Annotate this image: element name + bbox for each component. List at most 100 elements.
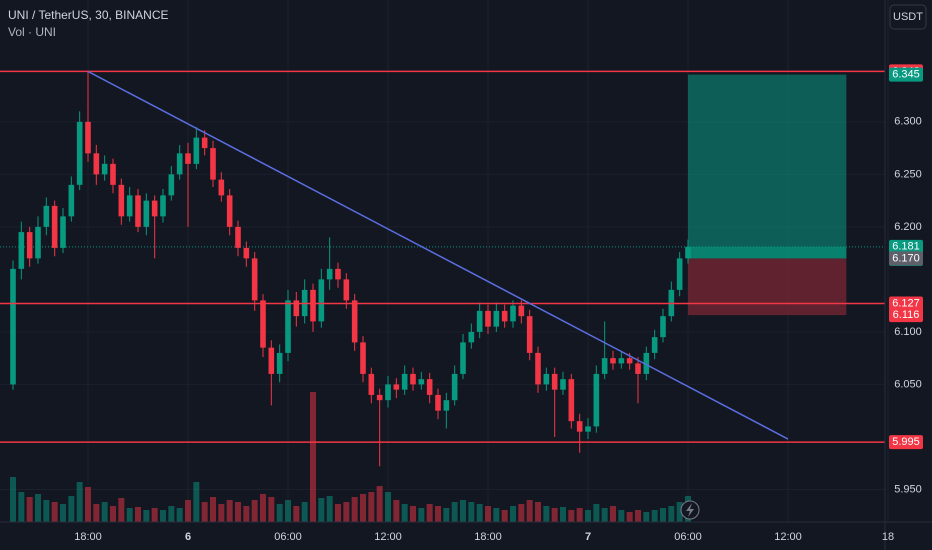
volume-bar <box>668 506 675 522</box>
volume-bar <box>618 510 625 522</box>
volume-bar <box>343 502 350 522</box>
candle-body <box>126 195 133 217</box>
candle-body <box>410 373 416 385</box>
candle-body <box>493 310 500 327</box>
candle-body <box>568 379 575 422</box>
volume-bar <box>293 506 300 522</box>
volume-bar <box>176 508 183 522</box>
volume-bar <box>226 500 233 522</box>
volume-bar <box>110 506 116 522</box>
volume-bar <box>18 492 25 522</box>
candle-body <box>593 373 600 427</box>
candle-body <box>635 363 641 374</box>
x-tick-label: 06:00 <box>274 531 302 543</box>
volume-bar <box>76 482 83 522</box>
candle-body <box>443 400 450 411</box>
currency-label[interactable]: USDT <box>893 11 923 23</box>
volume-bar <box>243 506 250 522</box>
plot-area <box>0 70 885 522</box>
candle-body <box>543 373 550 385</box>
candle-body <box>551 373 558 390</box>
candle-body <box>618 358 625 364</box>
volume-bar <box>10 477 16 522</box>
x-tick-label: 18:00 <box>474 531 502 543</box>
volume-bar <box>201 502 208 522</box>
volume-label: Vol · UNI <box>8 25 56 39</box>
volume-bar <box>68 496 75 522</box>
candle-body <box>401 373 408 390</box>
volume-bar <box>476 504 483 522</box>
volume-bar <box>510 506 516 522</box>
candle-body <box>193 137 200 164</box>
candle-body <box>10 268 16 385</box>
volume-bar <box>368 492 375 522</box>
chart-title: UNI / TetherUS, 30, BINANCE <box>8 8 169 22</box>
volume-bar <box>543 506 550 522</box>
volume-bar <box>285 500 291 522</box>
candle-body <box>285 300 291 353</box>
trend-line <box>87 70 789 440</box>
volume-bar <box>135 507 141 522</box>
candle-body <box>185 153 191 164</box>
volume-bar <box>468 502 475 522</box>
candle-body <box>651 337 658 353</box>
position-profit-zone <box>688 74 847 259</box>
volume-bar <box>576 508 583 522</box>
candle-body <box>451 373 458 401</box>
volume-bar <box>93 504 100 522</box>
candle-body <box>85 121 91 154</box>
x-tick-label: 6 <box>185 531 191 543</box>
candle-body <box>460 342 466 374</box>
volume-bar <box>360 494 366 522</box>
volume-bar <box>43 500 50 522</box>
volume-bar <box>451 502 458 522</box>
candle-body <box>251 258 258 301</box>
x-tick-label: 18 <box>882 531 894 543</box>
entry-label-box <box>889 251 923 266</box>
candle-body <box>468 331 475 343</box>
candle-body <box>585 426 591 432</box>
volume-bar <box>493 508 500 522</box>
target-label-box <box>889 67 923 82</box>
candle-body <box>18 232 25 269</box>
volume-bar <box>260 494 266 522</box>
volume-bar <box>393 500 400 522</box>
candle-body <box>176 153 183 175</box>
candle-body <box>160 195 166 217</box>
volume-bar <box>326 496 333 522</box>
target-label: 6.345 <box>892 68 920 80</box>
volume-bar <box>485 506 491 522</box>
volume-bar <box>151 508 158 522</box>
volume-bar <box>85 487 91 522</box>
volume-bar <box>426 504 433 522</box>
candle-body <box>626 358 633 364</box>
candle-body <box>676 258 683 290</box>
candle-body <box>518 305 525 317</box>
volume-bar <box>501 510 508 522</box>
volume-bar <box>26 497 33 522</box>
candle-body <box>643 352 650 374</box>
volume-bar <box>60 504 66 522</box>
entry-label: 6.170 <box>892 252 920 264</box>
candle-body <box>326 268 333 280</box>
volume-bar <box>126 508 133 522</box>
x-tick-label: 06:00 <box>674 531 702 543</box>
candle-body <box>143 200 150 227</box>
candle-body <box>510 305 516 322</box>
candle-body <box>501 310 508 322</box>
candle-body <box>385 384 391 401</box>
candle-body <box>485 310 491 327</box>
candle-body <box>110 163 116 185</box>
currency-button[interactable] <box>889 4 927 30</box>
x-tick-label: 12:00 <box>774 531 802 543</box>
candle-body <box>268 347 275 374</box>
candle-body <box>376 394 383 401</box>
candle-body <box>351 300 358 343</box>
volume-bar <box>251 500 258 522</box>
volume-bar <box>218 504 225 522</box>
candle-body <box>293 300 300 317</box>
volume-bar <box>318 498 325 522</box>
volume-bar <box>660 508 666 522</box>
volume-bar <box>143 510 150 522</box>
